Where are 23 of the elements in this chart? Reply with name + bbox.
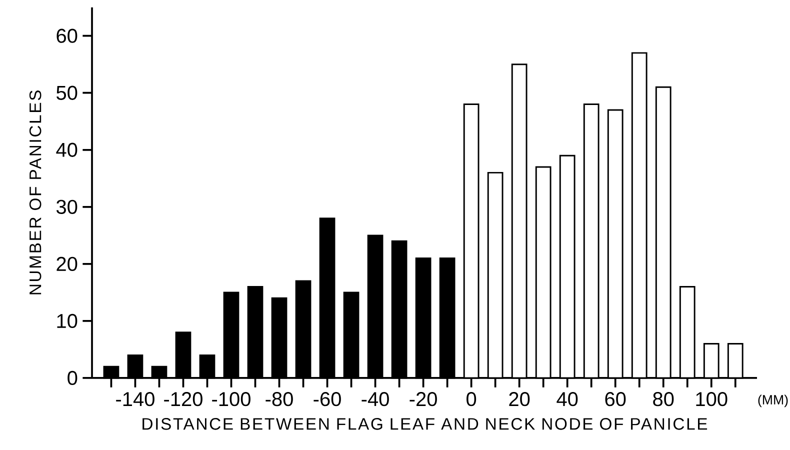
x-tick-label: -80 — [266, 392, 293, 406]
y-tick-label: 10 — [57, 314, 78, 328]
x-tick-label: 0 — [466, 392, 476, 406]
x-tick-label: -20 — [410, 392, 437, 406]
x-tick-label: -140 — [116, 392, 154, 406]
y-tick-label: 50 — [56, 86, 78, 100]
y-tick-label: 20 — [56, 256, 78, 272]
y-tick-label: 30 — [56, 200, 78, 214]
x-tick-label: -100 — [212, 392, 250, 406]
y-tick-label: 60 — [56, 28, 78, 43]
x-tick-label: 80 — [653, 392, 674, 406]
x-tick-label: -60 — [314, 392, 341, 406]
text: (MM) — [758, 394, 788, 408]
x-tick-label: -40 — [362, 392, 389, 406]
x-tick-label: 20 — [509, 392, 530, 406]
x-tick-label: 60 — [605, 392, 626, 406]
x-tick-label: 100 — [696, 392, 728, 406]
y-axis-title: NUMBER OF PANICLES — [29, 90, 42, 294]
y-tick-label: 40 — [56, 142, 78, 157]
x-tick-label: 40 — [556, 392, 578, 406]
y-tick-label: 0 — [68, 370, 78, 386]
x-axis-title: DISTANCE BETWEEN FLAG LEAF AND NECK NODE OF PANICLE — [142, 418, 708, 430]
x-tick-label: -120 — [164, 392, 202, 406]
